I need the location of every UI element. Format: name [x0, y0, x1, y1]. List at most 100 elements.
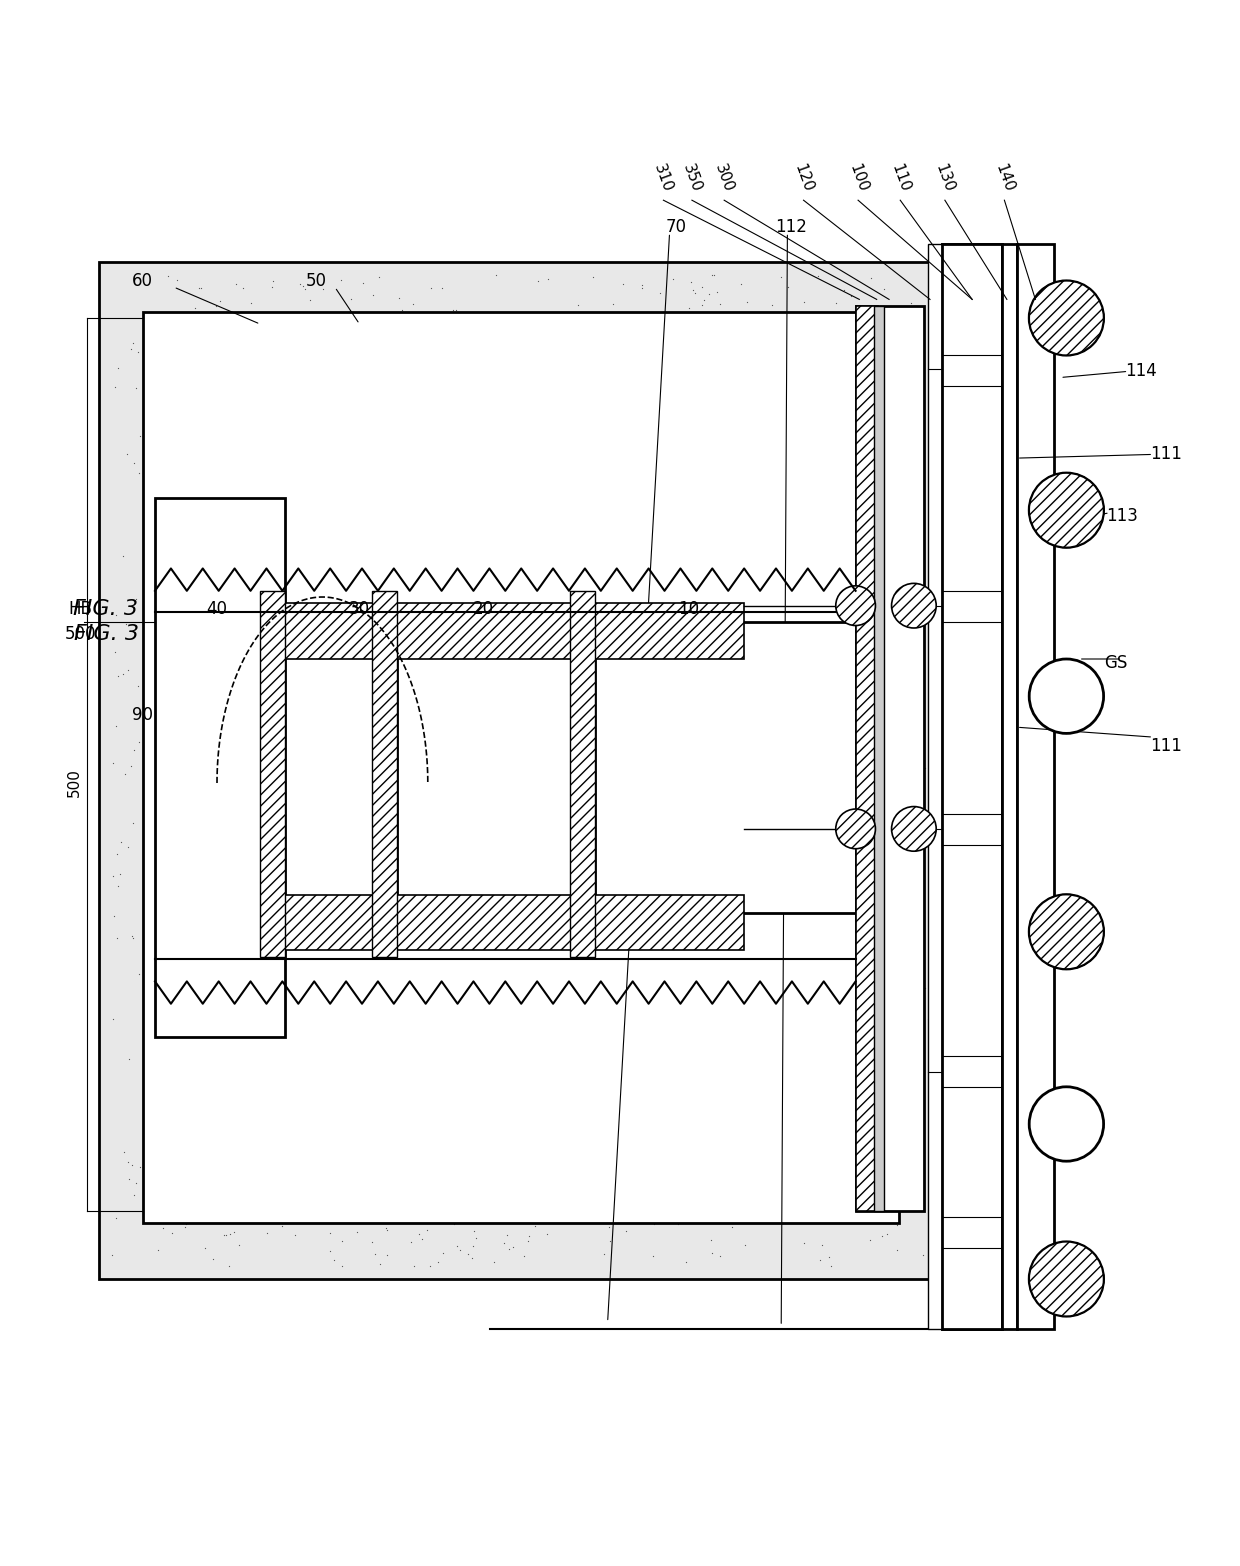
Point [301, 604, 321, 630]
Point [422, 276, 441, 301]
Point [879, 1120, 899, 1145]
Point [295, 1159, 315, 1184]
Point [217, 392, 237, 417]
Point [627, 484, 647, 509]
Point [391, 529, 410, 554]
Text: 20: 20 [472, 600, 495, 619]
Point [722, 702, 742, 727]
Point [986, 1131, 1006, 1156]
Point [472, 438, 492, 464]
Point [804, 1121, 823, 1146]
Point [880, 493, 900, 518]
Point [806, 523, 826, 548]
Point [290, 271, 310, 296]
Point [444, 1200, 464, 1225]
Point [997, 1085, 1017, 1110]
Point [520, 387, 539, 412]
Point [910, 656, 930, 681]
Point [300, 288, 320, 313]
Point [481, 509, 501, 534]
Point [894, 578, 914, 603]
Point [243, 869, 263, 894]
Point [665, 819, 684, 844]
Point [486, 263, 506, 288]
Point [593, 847, 613, 872]
Point [919, 1159, 939, 1184]
Point [179, 495, 198, 520]
Point [270, 864, 290, 889]
Point [660, 902, 680, 927]
Point [471, 817, 491, 843]
Point [874, 1137, 894, 1162]
Point [134, 468, 154, 493]
Bar [267, 622, 397, 913]
Point [729, 645, 749, 670]
Point [575, 543, 595, 568]
Point [864, 460, 884, 485]
Point [841, 283, 861, 309]
Point [129, 673, 149, 698]
Point [970, 1196, 990, 1221]
Point [210, 374, 229, 399]
Point [887, 1212, 906, 1237]
Point [611, 1060, 631, 1085]
Point [496, 794, 516, 819]
Point [350, 1034, 370, 1059]
Point [702, 263, 722, 288]
Point [475, 711, 495, 736]
Point [340, 1104, 360, 1129]
Point [662, 811, 682, 836]
Point [905, 756, 925, 781]
Point [324, 373, 343, 398]
Point [289, 640, 309, 666]
Point [320, 1239, 340, 1264]
Point [970, 1030, 990, 1055]
Point [799, 504, 818, 529]
Point [820, 1185, 839, 1211]
Point [495, 1066, 515, 1092]
Point [910, 385, 930, 410]
Point [944, 994, 963, 1019]
Point [715, 974, 735, 999]
Point [634, 656, 653, 681]
Point [522, 611, 542, 636]
Point [582, 736, 601, 761]
Point [288, 617, 308, 642]
Point [846, 539, 866, 564]
Point [475, 611, 495, 636]
Point [374, 1137, 394, 1162]
Point [574, 871, 594, 896]
Point [765, 927, 785, 952]
Point [295, 1024, 315, 1049]
Point [683, 1018, 703, 1043]
Point [252, 850, 272, 875]
Point [492, 600, 512, 625]
Point [970, 1046, 990, 1071]
Point [985, 709, 1004, 734]
Point [520, 1090, 539, 1115]
Point [526, 572, 546, 597]
Point [241, 537, 260, 562]
Point [155, 355, 175, 381]
Point [291, 570, 311, 595]
Bar [928, 244, 942, 1328]
Point [466, 523, 486, 548]
Point [587, 454, 606, 479]
Point [279, 1002, 299, 1027]
Point [874, 634, 894, 659]
Point [471, 985, 491, 1010]
Text: 130: 130 [932, 161, 957, 194]
Point [961, 1016, 981, 1041]
Point [627, 969, 647, 994]
Point [575, 404, 595, 429]
Point [376, 521, 396, 547]
Point [558, 936, 578, 962]
Point [776, 816, 796, 841]
Point [822, 512, 842, 537]
Point [655, 1173, 675, 1198]
Point [184, 1071, 203, 1096]
Point [532, 825, 552, 850]
Point [971, 864, 991, 889]
Point [399, 977, 419, 1002]
Point [547, 304, 567, 329]
